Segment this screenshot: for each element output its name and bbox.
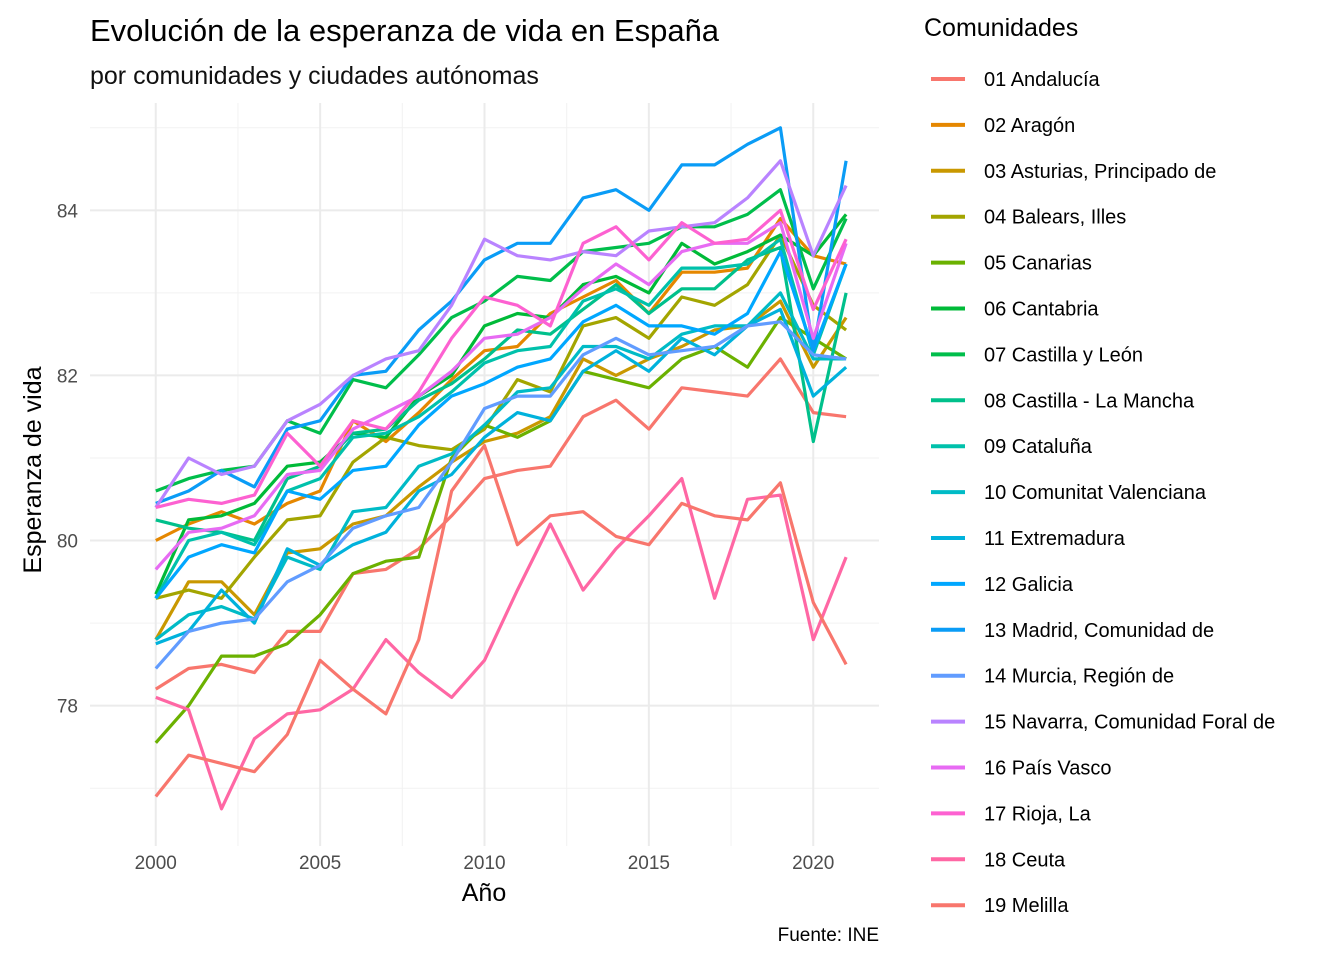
series-line-5 (154, 316, 847, 744)
x-tick-label: 2000 (135, 853, 177, 874)
series-line-1 (154, 357, 847, 691)
x-tick-label: 2010 (463, 853, 505, 874)
legend-item: 03 Asturias, Principado de (931, 161, 1216, 183)
legend-item: 10 Comunitat Valenciana (931, 482, 1207, 504)
legend-label: 05 Canarias (984, 253, 1092, 275)
series-line-15 (154, 159, 848, 509)
legend-label: 18 Ceuta (984, 849, 1066, 871)
y-axis-ticks: 78 80 82 84 (57, 201, 79, 717)
legend-item: 16 País Vasco (931, 758, 1111, 780)
x-tick-label: 2005 (299, 853, 341, 874)
series-line-7 (155, 188, 848, 493)
legend-item: 14 Murcia, Región de (931, 666, 1174, 688)
legend-label: 17 Rioja, La (984, 803, 1092, 825)
series-line-14 (154, 320, 847, 670)
legend-label: 13 Madrid, Comunidad de (984, 620, 1214, 642)
legend-label: 19 Melilla (984, 895, 1069, 917)
chart-title: Evolución de la esperanza de vida en Esp… (90, 13, 720, 48)
series-line-8 (155, 245, 848, 543)
legend-label: 02 Aragón (984, 115, 1075, 137)
legend-label: 15 Navarra, Comunidad Foral de (984, 712, 1275, 734)
legend: 01 Andalucía 02 Aragón 03 Asturias, Princi… (931, 69, 1275, 917)
legend-label: 04 Balears, Illes (984, 207, 1126, 229)
y-tick-label: 84 (57, 201, 79, 222)
chart-subtitle: por comunidades y ciudades autónomas (90, 62, 539, 90)
legend-item: 19 Melilla (931, 895, 1069, 917)
legend-label: 12 Galicia (984, 574, 1074, 596)
x-tick-label: 2015 (628, 853, 670, 874)
legend-item: 17 Rioja, La (931, 803, 1092, 825)
legend-item: 12 Galicia (931, 574, 1074, 596)
legend-item: 09 Cataluña (931, 436, 1093, 458)
series-lines (154, 126, 848, 811)
legend-label: 14 Murcia, Región de (984, 666, 1174, 688)
series-line-6 (154, 213, 848, 595)
legend-item: 07 Castilla y León (931, 344, 1143, 366)
legend-item: 15 Navarra, Comunidad Foral de (931, 712, 1275, 734)
legend-item: 18 Ceuta (931, 849, 1066, 871)
legend-label: 11 Extremadura (984, 528, 1126, 550)
legend-label: 10 Comunitat Valenciana (984, 482, 1207, 504)
series-line-4 (155, 233, 848, 600)
legend-item: 02 Aragón (931, 115, 1075, 137)
legend-label: 09 Cataluña (984, 436, 1093, 458)
chart-caption: Fuente: INE (778, 925, 879, 946)
series-line-16 (154, 221, 848, 571)
series-line-12 (154, 250, 848, 600)
y-tick-label: 82 (57, 366, 78, 387)
x-tick-label: 2020 (792, 853, 834, 874)
grid-major (90, 103, 879, 846)
series-line-11 (155, 307, 848, 646)
series-line-19 (154, 444, 848, 798)
legend-item: 04 Balears, Illes (931, 207, 1126, 229)
legend-label: 16 País Vasco (984, 758, 1111, 780)
series-line-3 (154, 299, 848, 641)
legend-item: 13 Madrid, Comunidad de (931, 620, 1214, 642)
legend-item: 08 Castilla - La Mancha (931, 390, 1195, 412)
series-line-2 (155, 217, 847, 542)
legend-label: 08 Castilla - La Mancha (984, 390, 1195, 412)
series-line-17 (155, 208, 848, 510)
series-line-9 (154, 237, 848, 600)
legend-title: Comunidades (924, 14, 1078, 42)
legend-item: 01 Andalucía (931, 69, 1101, 91)
legend-item: 05 Canarias (931, 253, 1092, 275)
legend-label: 01 Andalucía (984, 69, 1101, 91)
series-line-13 (155, 126, 848, 505)
x-axis-title: Año (462, 879, 506, 907)
x-axis-ticks: 2000 2005 2010 2015 2020 (135, 853, 835, 874)
legend-label: 03 Asturias, Principado de (984, 161, 1216, 183)
y-axis-title: Esperanza de vida (19, 366, 47, 573)
legend-label: 07 Castilla y León (984, 344, 1143, 366)
legend-item: 06 Cantabria (931, 299, 1099, 321)
legend-item: 11 Extremadura (931, 528, 1126, 550)
series-line-18 (155, 477, 848, 811)
y-tick-label: 80 (57, 532, 78, 553)
legend-label: 06 Cantabria (984, 299, 1099, 321)
y-tick-label: 78 (57, 697, 78, 718)
